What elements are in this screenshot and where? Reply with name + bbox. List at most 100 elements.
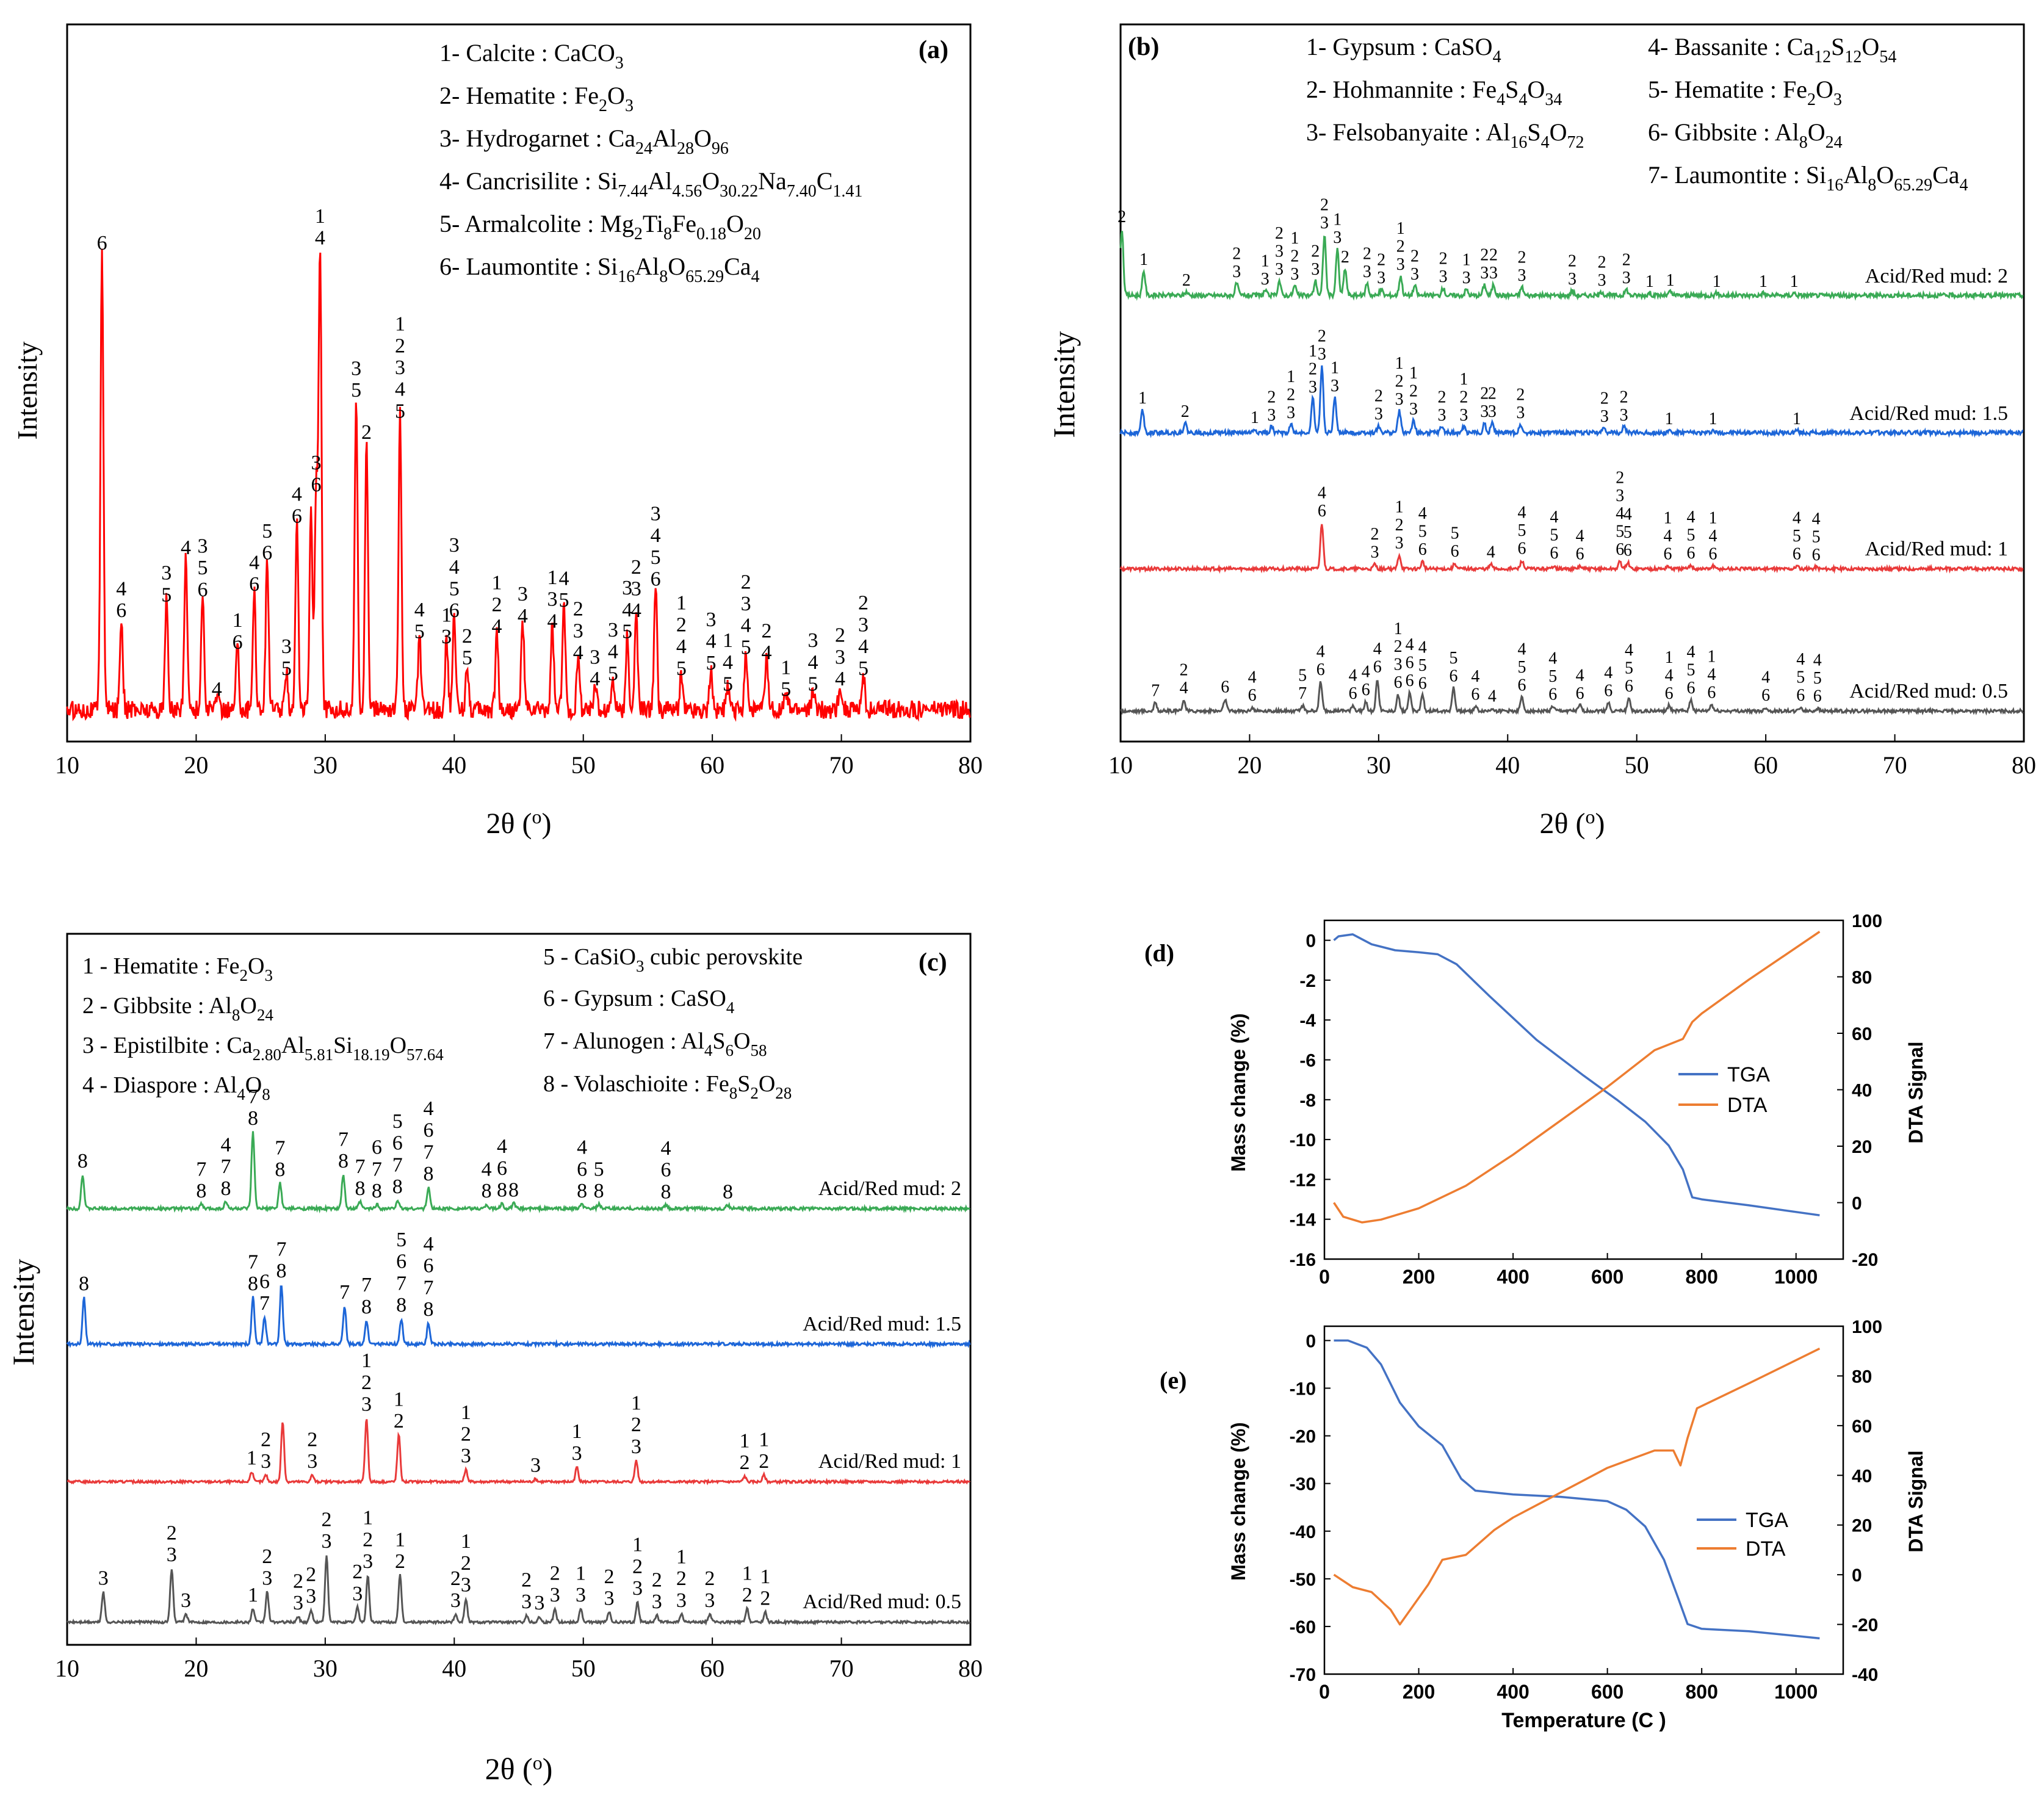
panel-a-legend-1: 1- Calcite : CaCO3	[439, 39, 624, 73]
series-line	[66, 1131, 971, 1214]
x-tick-label: 70	[829, 1655, 854, 1682]
peak-label: 1	[247, 1447, 257, 1470]
x-tick-label: 10	[55, 1655, 79, 1682]
peak-label: 1	[248, 1584, 258, 1606]
peak-label: 1	[1759, 272, 1768, 291]
panel-d-legend-tga-label: TGA	[1727, 1063, 1770, 1086]
panel-b-legend-3: 3- Felsobanyaite : Al16S4O72	[1306, 118, 1584, 152]
series-line	[1119, 524, 2024, 574]
panel-e-label: (e)	[1160, 1367, 1186, 1394]
panel-d-legend: TGA DTA	[1678, 1063, 1770, 1117]
y-tick-label: -10	[1290, 1130, 1316, 1150]
x-tick-label: 0	[1319, 1681, 1330, 1703]
panel-e-legend: TGA DTA	[1697, 1509, 1788, 1561]
panel-c-ylabel: Intensity	[6, 1259, 40, 1366]
panel-e-y2label: DTA Signal	[1905, 1450, 1927, 1552]
y-tick-label: -10	[1290, 1379, 1316, 1399]
panel-b-legend-2: 2- Hohmannite : Fe4S4O34	[1306, 76, 1562, 109]
x-tick-label: 40	[442, 1655, 466, 1682]
peak-label: 1	[1708, 410, 1717, 428]
series-name-label: Acid/Red mud: 1.5	[803, 1313, 961, 1335]
x-tick-label: 60	[700, 1655, 724, 1682]
x-tick-label: 30	[1367, 751, 1391, 779]
x-tick-label: 800	[1685, 1266, 1717, 1288]
peak-label: 4	[1488, 687, 1497, 706]
peak-label: 1	[1138, 389, 1147, 408]
peak-label: 8	[508, 1179, 519, 1202]
series-name-label: Acid/Red mud: 0.5	[1849, 680, 2008, 702]
x-tick-label: 50	[1625, 751, 1649, 779]
series-name-label: Acid/Red mud: 0.5	[803, 1591, 961, 1613]
y2-tick-label: 20	[1852, 1137, 1872, 1157]
peak-label: 3	[181, 1589, 191, 1612]
y-tick-label: -12	[1290, 1170, 1316, 1190]
y-tick-label: -2	[1299, 971, 1316, 991]
x-tick-label: 40	[442, 751, 466, 779]
panel-b-legend-7: 7- Laumontite : Si16Al8O65.29Ca4	[1648, 161, 1968, 195]
y2-tick-label: 60	[1852, 1417, 1872, 1437]
panel-e-ylabel: Mass change (%)	[1227, 1422, 1249, 1581]
panel-b-legend-4: 4- Bassanite : Ca12S12O54	[1648, 33, 1896, 67]
x-tick-label: 20	[1237, 751, 1262, 779]
series-line	[1119, 365, 2024, 439]
panel-a-legend-4: 4- Cancrisilite : Si7.44Al4.56O30.22Na7.…	[439, 167, 862, 201]
y2-tick-label: 40	[1852, 1466, 1872, 1486]
panel-b-ylabel: Intensity	[1047, 331, 1081, 438]
y2-tick-label: -20	[1852, 1250, 1878, 1270]
panel-c-legend-1: 1 - Hematite : Fe2O3	[82, 953, 273, 984]
panel-e-plot-area: 0 200 400 600 800 10000-10-20-30-40-50-60-701…	[1290, 1317, 1882, 1703]
y-tick-label: -70	[1290, 1665, 1316, 1685]
peak-label: 6	[97, 232, 107, 255]
x-tick-label: 10	[55, 751, 79, 779]
